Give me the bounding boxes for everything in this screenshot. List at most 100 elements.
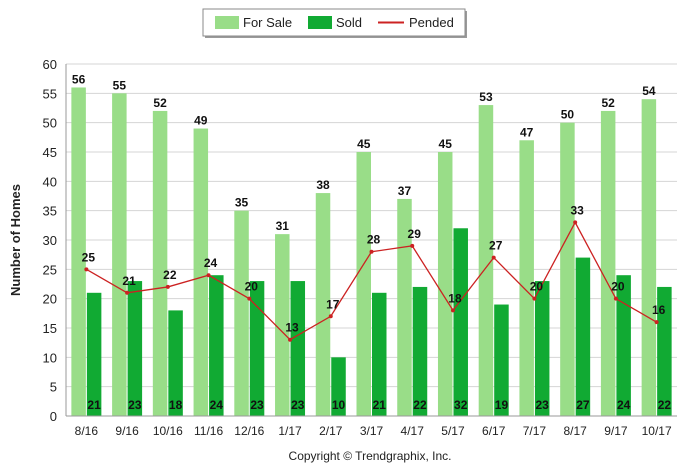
y-tick-label: 35 xyxy=(43,204,57,219)
pended-point xyxy=(532,296,537,301)
x-tick-label: 7/17 xyxy=(523,424,547,438)
pended-point xyxy=(125,290,130,295)
bar-for-sale xyxy=(152,110,168,416)
pended-point xyxy=(410,243,415,248)
x-tick-label: 11/16 xyxy=(194,424,223,438)
bar-sold xyxy=(616,275,631,416)
x-tick-label: 1/17 xyxy=(278,424,302,438)
x-tick-label: 2/17 xyxy=(319,424,343,438)
bar-label-for-sale: 49 xyxy=(194,114,208,128)
bar-label-sold: 27 xyxy=(576,398,590,412)
x-tick-label: 5/17 xyxy=(441,424,465,438)
bar-for-sale xyxy=(234,210,249,416)
bar-sold xyxy=(127,281,143,416)
pended-label: 13 xyxy=(285,321,299,335)
y-tick-label: 45 xyxy=(43,145,57,160)
bar-sold xyxy=(372,292,387,416)
y-tick-label: 15 xyxy=(43,321,57,336)
pended-label: 20 xyxy=(611,280,625,294)
bar-label-for-sale: 31 xyxy=(276,219,290,233)
pended-label: 20 xyxy=(530,280,544,294)
y-tick-label: 55 xyxy=(43,86,57,101)
bar-for-sale xyxy=(397,198,412,416)
bar-sold xyxy=(453,228,468,416)
y-tick-label: 40 xyxy=(43,174,57,189)
y-tick-label: 0 xyxy=(50,409,57,424)
bar-label-for-sale: 50 xyxy=(561,108,575,122)
pended-label: 22 xyxy=(163,268,177,282)
legend-swatch xyxy=(215,16,239,29)
bar-label-sold: 10 xyxy=(332,398,346,412)
bar-label-sold: 21 xyxy=(87,398,101,412)
y-tick-label: 30 xyxy=(43,233,57,248)
bar-for-sale xyxy=(112,93,127,416)
x-tick-label: 10/16 xyxy=(153,424,183,438)
bar-for-sale xyxy=(71,87,86,416)
bar-sold xyxy=(209,275,224,416)
x-tick-label: 12/16 xyxy=(234,424,264,438)
data-labels-layer: 56 21 55 23 52 18 49 24 35 23 31 23 38 10 45 21 37 22 45 32… xyxy=(72,72,671,412)
bar-label-sold: 23 xyxy=(291,398,305,412)
pended-point xyxy=(328,314,333,319)
pended-label: 33 xyxy=(570,203,584,217)
bar-sold xyxy=(575,257,591,416)
bar-for-sale xyxy=(437,152,453,416)
bar-label-for-sale: 52 xyxy=(601,96,615,110)
pended-point xyxy=(450,308,455,313)
bar-sold xyxy=(412,286,428,416)
bar-label-sold: 23 xyxy=(250,398,264,412)
bar-label-for-sale: 47 xyxy=(520,125,534,139)
bar-sold xyxy=(534,281,550,416)
pended-label: 27 xyxy=(489,239,503,253)
bar-label-for-sale: 45 xyxy=(357,137,371,151)
y-tick-label: 10 xyxy=(43,350,57,365)
bar-for-sale xyxy=(193,128,209,417)
bar-label-for-sale: 53 xyxy=(479,90,493,104)
bar-label-for-sale: 45 xyxy=(439,137,453,151)
bar-sold xyxy=(331,357,346,416)
pended-point xyxy=(165,284,170,289)
pended-point xyxy=(573,220,578,225)
pended-label: 21 xyxy=(122,274,136,288)
bar-label-sold: 23 xyxy=(128,398,142,412)
bar-for-sale xyxy=(519,140,534,416)
pended-point xyxy=(491,255,496,260)
bar-for-sale xyxy=(315,193,331,416)
bar-label-for-sale: 52 xyxy=(153,96,167,110)
bar-label-sold: 21 xyxy=(373,398,387,412)
x-tick-label: 3/17 xyxy=(360,424,384,438)
x-tick-label: 8/17 xyxy=(563,424,587,438)
pended-point xyxy=(654,320,659,325)
pended-label: 24 xyxy=(204,256,218,270)
x-tick-label: 9/17 xyxy=(604,424,628,438)
legend-label: Pended xyxy=(409,15,454,30)
pended-label: 29 xyxy=(408,227,422,241)
legend-box xyxy=(202,8,466,37)
x-tick-label: 6/17 xyxy=(482,424,506,438)
bar-label-for-sale: 55 xyxy=(113,78,127,92)
bars-layer xyxy=(71,87,672,417)
pended-label: 28 xyxy=(367,233,381,247)
bar-label-sold: 19 xyxy=(495,398,509,412)
pended-point xyxy=(613,296,618,301)
legend-swatch xyxy=(308,16,332,29)
copyright-text: Copyright © Trendgraphix, Inc. xyxy=(289,449,452,463)
gridlines xyxy=(66,63,677,417)
legend-label: Sold xyxy=(336,15,362,30)
y-tick-label: 5 xyxy=(50,380,57,395)
pended-point xyxy=(84,267,89,272)
pended-label: 16 xyxy=(652,303,666,317)
bar-sold xyxy=(657,286,672,416)
bar-sold xyxy=(494,304,509,416)
bar-label-sold: 23 xyxy=(536,398,550,412)
y-tick-label: 50 xyxy=(43,116,57,131)
bar-for-sale xyxy=(560,122,575,417)
pended-line-layer xyxy=(84,220,659,342)
pended-label: 20 xyxy=(245,280,259,294)
x-tick-label: 10/17 xyxy=(642,424,672,438)
pended-point xyxy=(247,296,252,301)
y-tick-label: 20 xyxy=(43,292,57,307)
x-tick-label: 9/16 xyxy=(115,424,139,438)
